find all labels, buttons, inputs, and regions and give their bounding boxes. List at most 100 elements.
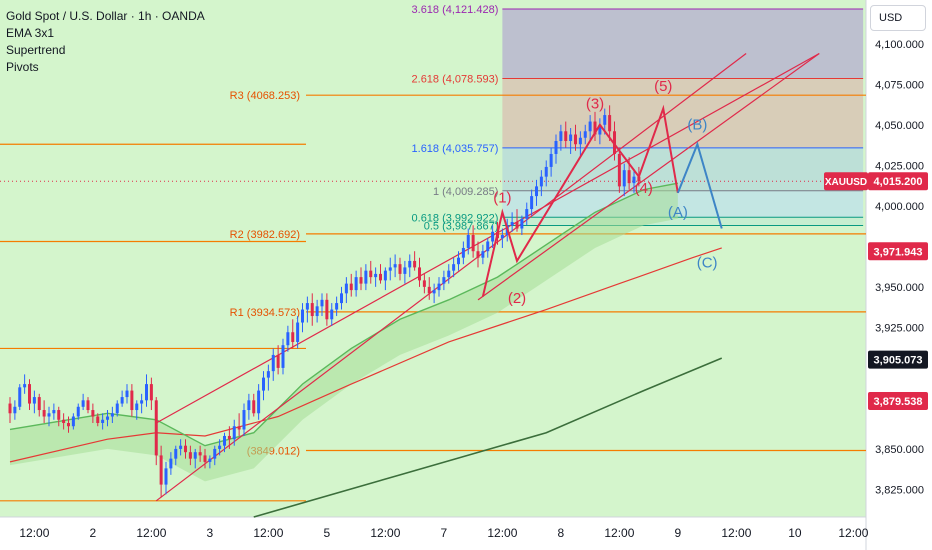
candle-body [276, 354, 280, 368]
candle-body [369, 270, 373, 278]
fib-level-label: 1.618 (4,035.757) [412, 143, 499, 155]
x-tick-label: 5 [324, 526, 331, 540]
candle-body [76, 406, 80, 417]
candle-body [408, 260, 412, 268]
fib-level-label: 1 (4,009.285) [433, 186, 498, 198]
x-tick-label: 9 [675, 526, 682, 540]
fib-zone [502, 9, 864, 79]
pivot-label: R2 (3982.692) [230, 229, 300, 241]
candle-body [476, 251, 480, 258]
candle-body [28, 384, 31, 404]
candle-body [500, 235, 504, 239]
candle-body [554, 141, 558, 154]
candle-body [18, 387, 22, 407]
candle-body [578, 137, 582, 145]
y-tick-label: 3,950.000 [875, 282, 924, 294]
ema-mid-line [9, 247, 722, 463]
candle-body [593, 121, 597, 135]
candle-body [184, 445, 187, 453]
price-axis-background [866, 0, 932, 550]
candle-body [544, 166, 548, 177]
y-tick-label: 3,850.000 [875, 444, 924, 456]
candle-body [257, 390, 261, 414]
trend-channel-line [155, 53, 747, 502]
candle-body [422, 280, 426, 287]
candle-body [608, 115, 612, 132]
candle-body [32, 397, 36, 404]
candle-body [164, 468, 168, 485]
candle-body [247, 400, 251, 411]
chart-legend: Gold Spot / U.S. Dollar · 1h · OANDA EMA… [6, 8, 205, 76]
wave-label-corrective: (A) [668, 204, 688, 221]
y-tick-label: 4,100.000 [875, 39, 924, 51]
symbol-tag-bg [824, 172, 868, 191]
y-tick-label: 4,050.000 [875, 120, 924, 132]
symbol-tag-label: XAUUSD [825, 177, 867, 188]
candle-body [227, 435, 231, 440]
wave-label-impulse: (4) [635, 180, 653, 197]
y-tick-label: 4,000.000 [875, 201, 924, 213]
x-tick-label: 12:00 [19, 526, 49, 540]
candle-body [491, 231, 495, 242]
candle-body [271, 354, 275, 372]
x-tick-label: 2 [90, 526, 97, 540]
x-tick-label: 7 [441, 526, 448, 540]
candle-body [325, 299, 329, 320]
y-tick-label: 4,075.000 [875, 79, 924, 91]
price-tag-label: 3,879.538 [874, 396, 923, 408]
candle-body [62, 419, 66, 423]
candle-body [37, 397, 41, 411]
candle-body [442, 277, 446, 284]
candle-body [574, 134, 577, 145]
fib-level-label: 2.618 (4,078.593) [412, 73, 499, 85]
pivot-label: R3 (4068.253) [230, 90, 300, 102]
candle-body [549, 153, 553, 167]
candle-body [354, 277, 358, 291]
candle-body [179, 445, 183, 449]
candle-body [520, 218, 524, 229]
candle-body [149, 384, 153, 401]
indicator-ema[interactable]: EMA 3x1 [6, 26, 55, 40]
candle-body [383, 270, 387, 281]
currency-selector[interactable]: USD [870, 5, 926, 31]
candle-body [530, 196, 534, 210]
candle-body [598, 124, 602, 135]
x-tick-label: 3 [207, 526, 214, 540]
candle-body [159, 455, 163, 485]
candle-body [291, 332, 295, 342]
candle-body [340, 293, 343, 304]
candle-body [71, 416, 75, 427]
candle-body [632, 176, 636, 184]
indicator-supertrend[interactable]: Supertrend [6, 43, 66, 57]
x-tick-label: 8 [558, 526, 565, 540]
candle-body [81, 400, 85, 407]
candle-body [301, 309, 304, 323]
wave-impulse-path [481, 104, 679, 297]
candle-body [315, 306, 319, 317]
candle-body [296, 322, 300, 342]
price-tag-bg [868, 172, 928, 191]
candle-body [130, 390, 134, 411]
candle-body [47, 413, 51, 417]
candle-body [52, 410, 56, 414]
fib-zone [502, 190, 864, 218]
price-tag-bg [868, 242, 928, 261]
candle-body [622, 170, 626, 187]
candle-body [603, 115, 607, 125]
fib-zone [502, 147, 864, 191]
trend-channel-line [477, 52, 820, 301]
y-tick-label: 3,825.000 [875, 484, 924, 496]
candle-body [91, 410, 95, 417]
fib-zone [502, 78, 864, 148]
candle-body [418, 267, 421, 281]
candle-body [539, 176, 543, 187]
candle-body [330, 309, 334, 320]
ema-slow-line [253, 357, 723, 518]
time-axis-background [0, 517, 866, 550]
x-tick-label: 12:00 [604, 526, 634, 540]
candle-body [481, 251, 485, 258]
wave-corrective-path [676, 141, 723, 229]
supertrend-band [10, 183, 678, 482]
indicator-pivots[interactable]: Pivots [6, 60, 39, 74]
